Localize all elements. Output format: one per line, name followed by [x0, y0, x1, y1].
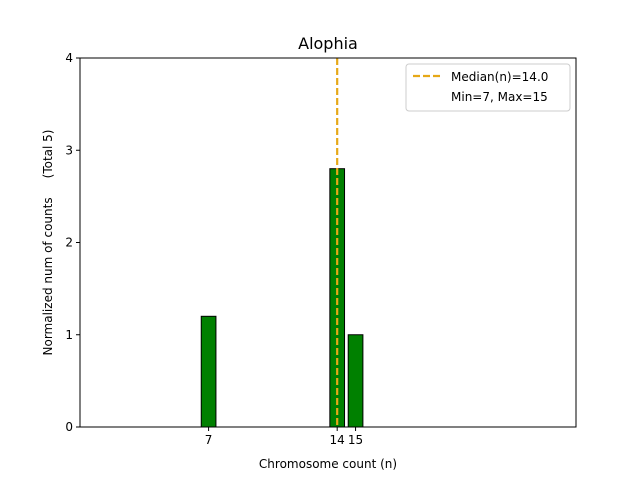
x-tick-label: 7 — [205, 433, 213, 447]
bar — [200, 315, 217, 428]
x-axis-label: Chromosome count (n) — [259, 457, 397, 471]
axes-layer: 0 1 2 3 4 7 14 15 — [65, 51, 363, 447]
plot-frame — [79, 57, 577, 428]
y-tick-label: 0 — [65, 420, 73, 434]
legend-box — [405, 63, 571, 112]
legend-median-label: Median(n)=14.0 — [451, 70, 548, 84]
plot-layer — [200, 58, 364, 428]
y-tick-label: 3 — [65, 143, 73, 157]
y-tick-label: 4 — [65, 51, 73, 65]
x-tick-label: 14 — [330, 433, 345, 447]
chart-title: Alophia — [298, 34, 358, 53]
x-tick-label: 15 — [348, 433, 363, 447]
legend-minmax-label: Min=7, Max=15 — [451, 90, 548, 104]
y-tick-label: 1 — [65, 328, 73, 342]
legend: Median(n)=14.0 Min=7, Max=15 — [405, 63, 571, 112]
y-tick-label: 2 — [65, 236, 73, 250]
bar — [347, 334, 364, 428]
y-axis-label: Normalized num of counts (Total 5) — [41, 130, 55, 356]
